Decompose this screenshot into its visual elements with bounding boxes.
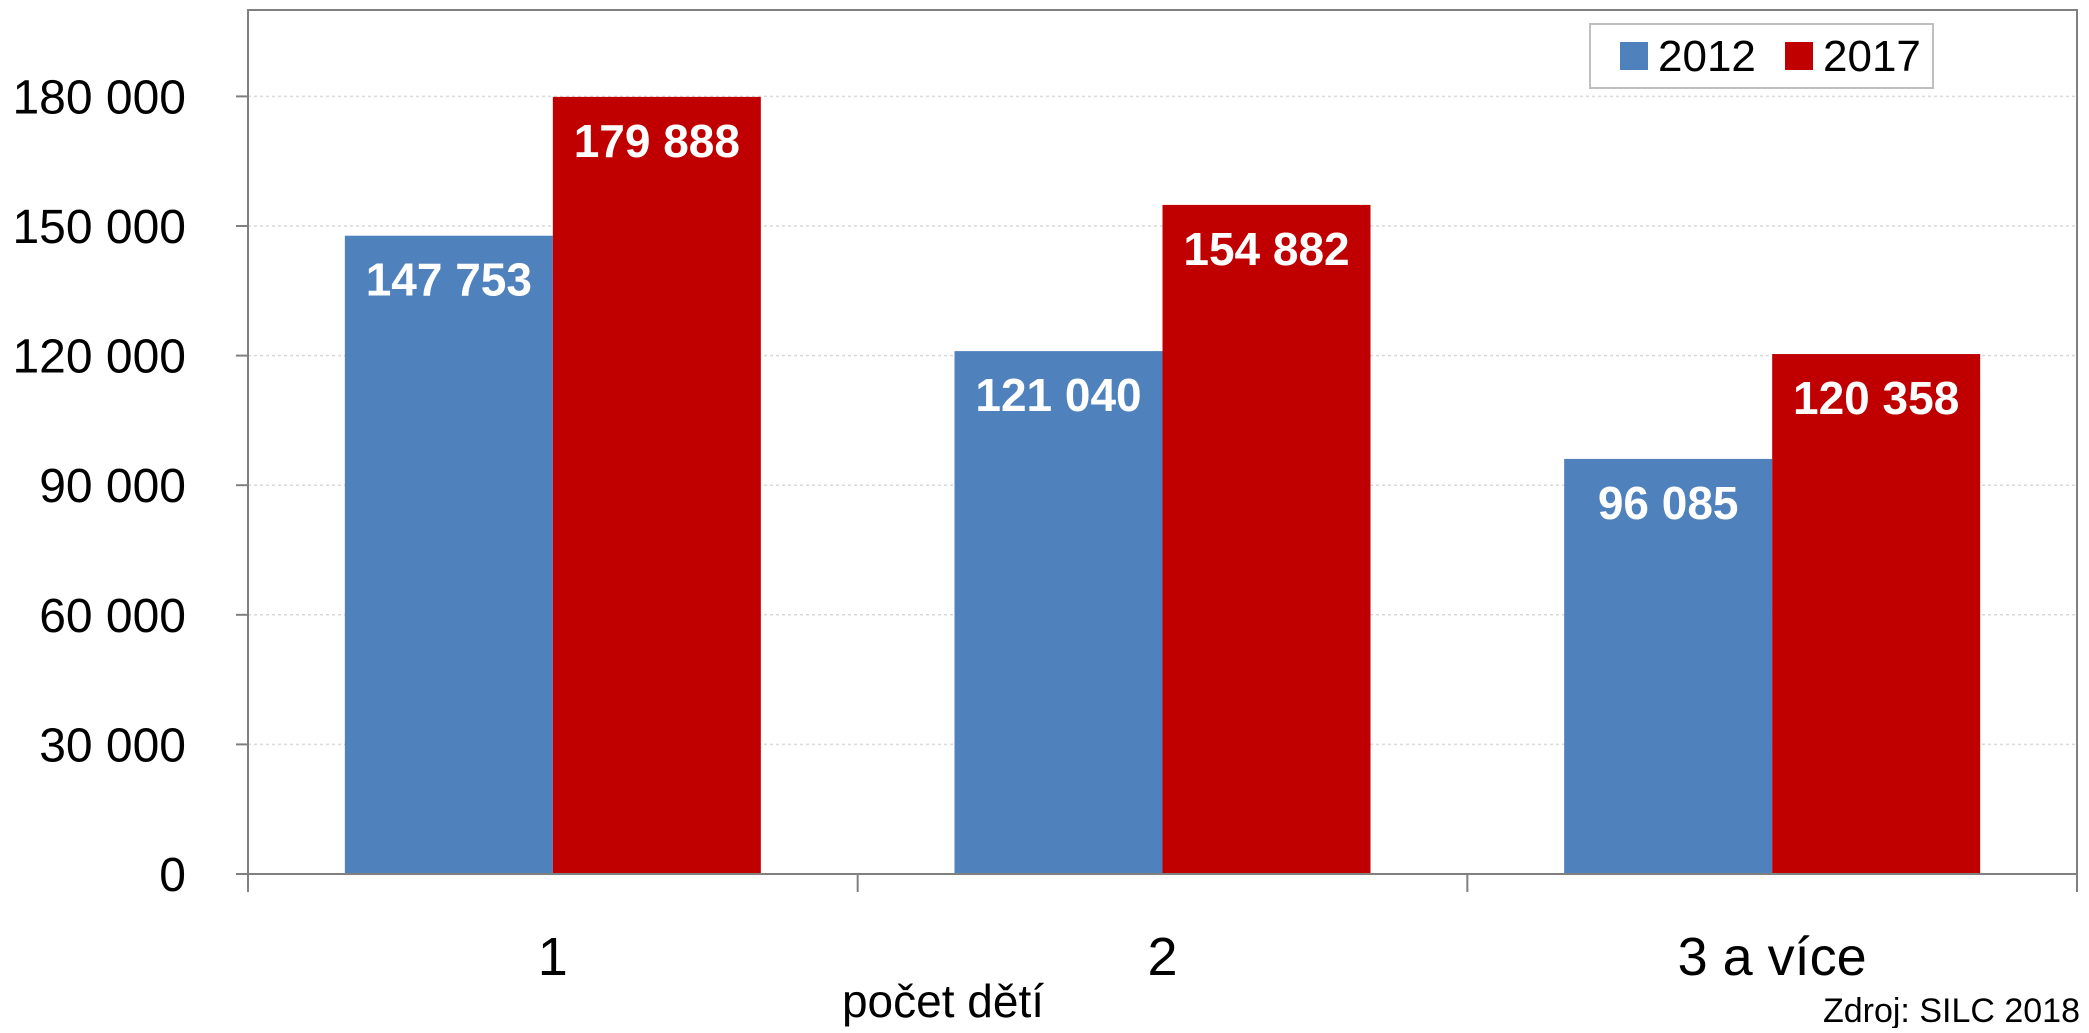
source-note: Zdroj: SILC 2018: [1823, 992, 2080, 1028]
y-tick-label: 30 000: [39, 719, 186, 772]
y-tick-label: 60 000: [39, 590, 186, 643]
bars: [344, 96, 1981, 875]
legend-swatch: [1620, 42, 1648, 70]
data-label: 121 040: [975, 369, 1141, 421]
bar-2012-1: [954, 351, 1163, 875]
legend-label: 2012: [1658, 32, 1756, 81]
y-tick-label: 90 000: [39, 460, 186, 513]
legend: 2012 2017: [1589, 23, 1934, 89]
axes: [236, 9, 2078, 892]
bar-2017-2: [1772, 354, 1981, 874]
y-tick-label: 150 000: [12, 201, 186, 254]
x-axis-title: počet dětí: [842, 975, 1044, 1027]
data-label: 96 085: [1598, 477, 1739, 529]
data-label: 154 882: [1183, 223, 1349, 275]
x-tick-label: 2: [1147, 927, 1177, 987]
legend-swatch: [1785, 42, 1813, 70]
legend-label: 2017: [1823, 32, 1921, 81]
x-tick-label: 3 a více: [1678, 927, 1867, 987]
bar-2012-2: [1564, 458, 1773, 874]
data-label: 147 753: [366, 254, 532, 306]
labels: 0 30 000 60 000 90 000 120 000 150 000 180 000…: [12, 71, 1959, 987]
y-tick-label: 120 000: [12, 331, 186, 384]
y-tick-label: 0: [159, 849, 186, 902]
bar-2017-1: [1162, 204, 1371, 874]
data-label: 179 888: [574, 115, 740, 167]
bar-2012-0: [344, 235, 553, 875]
data-label: 120 358: [1793, 372, 1959, 424]
bar-2017-0: [552, 96, 761, 874]
x-tick-label: 1: [538, 927, 568, 987]
y-tick-label: 180 000: [12, 71, 186, 124]
